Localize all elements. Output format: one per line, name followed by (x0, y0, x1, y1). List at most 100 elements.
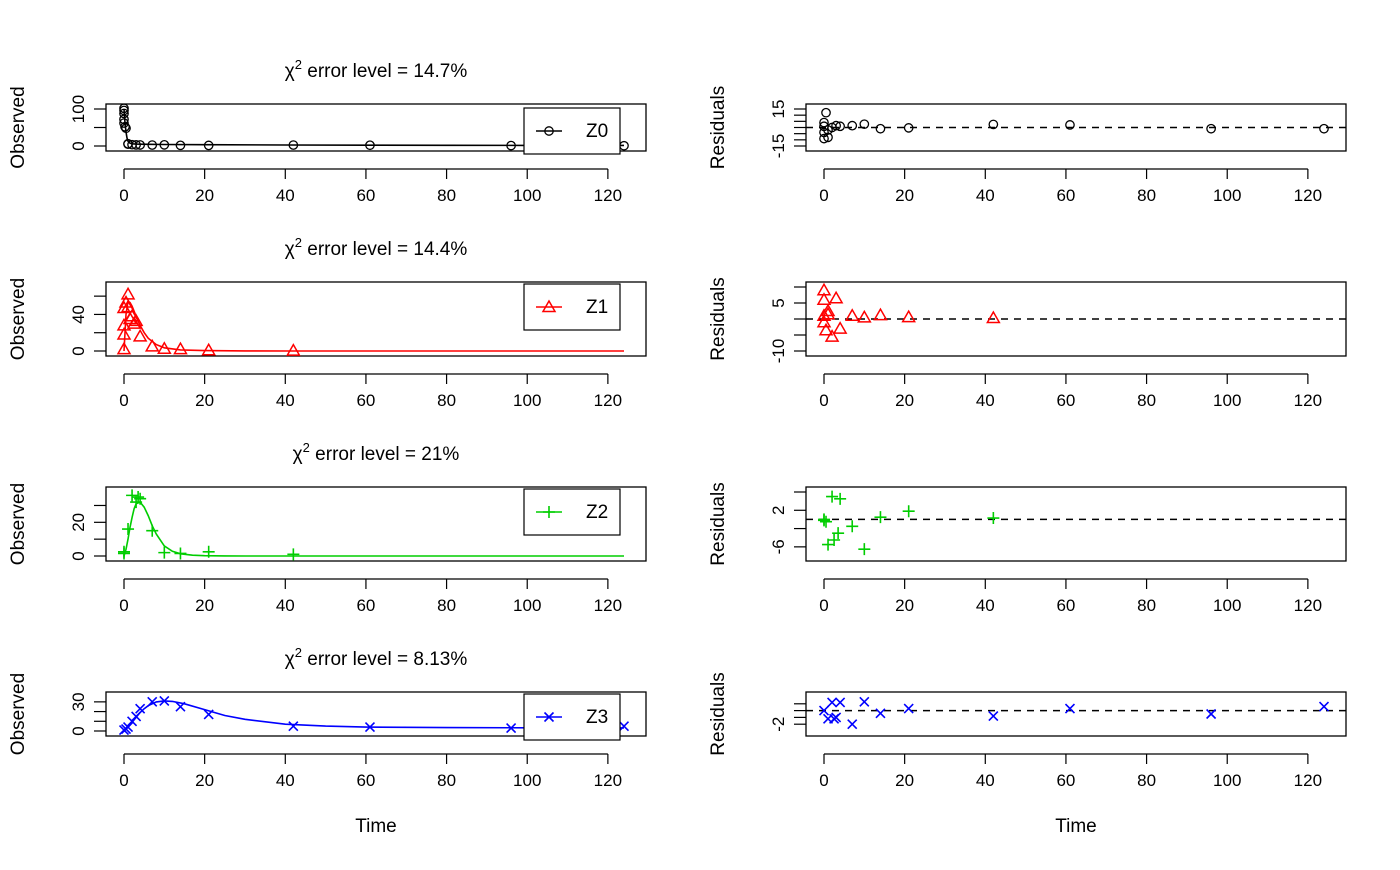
x-tick-label: 0 (819, 186, 828, 205)
data-point-10 (131, 140, 141, 150)
x-tick-label: 100 (513, 391, 541, 410)
data-point-legend (541, 299, 557, 313)
data-point-8 (828, 290, 844, 304)
plot-area (118, 695, 630, 736)
data-point-2 (122, 523, 135, 536)
data-point-7 (859, 696, 870, 707)
x-tick-label: 40 (276, 186, 295, 205)
x-tick-label: 100 (513, 596, 541, 615)
y-tick-label: 0 (69, 346, 88, 355)
x-tick-label: 0 (819, 391, 828, 410)
x-tick-label: 120 (1294, 596, 1322, 615)
data-point-4 (131, 711, 142, 722)
data-point-5 (120, 121, 130, 132)
data-point-2 (116, 317, 132, 331)
x-tick-label: 100 (1213, 391, 1241, 410)
y-axis-label: Residuals (708, 482, 729, 565)
data-point-12 (1206, 708, 1217, 720)
data-point-12 (987, 512, 1000, 525)
plot-area (806, 107, 1346, 144)
legend-label: Z2 (586, 502, 608, 523)
x-tick-label: 20 (895, 771, 914, 790)
data-point-17 (365, 140, 375, 151)
data-point-13 (618, 721, 630, 732)
data-point-legend (543, 711, 555, 723)
data-point-7 (159, 695, 170, 706)
chart-title: χ2 error level = 14.7% (285, 57, 468, 82)
observed-panel-0: χ2 error level = 14.7% 0 100 Observed 0 20 40 6… (8, 57, 647, 205)
x-axis-label: Time (355, 816, 397, 837)
x-tick-label: 120 (1294, 771, 1322, 790)
x-tick-label: 20 (895, 186, 914, 205)
data-point-2 (119, 108, 129, 119)
x-tick-label: 60 (356, 596, 375, 615)
legend: Z3 (523, 693, 621, 741)
plot-frame (105, 691, 647, 737)
chart-title: χ2 error level = 8.13% (285, 645, 468, 670)
data-point-9 (903, 703, 914, 714)
x-tick-label: 80 (437, 596, 456, 615)
data-point-10 (988, 710, 999, 722)
data-point-3 (119, 114, 129, 125)
legend-label: Z1 (586, 297, 608, 318)
data-point-5 (835, 697, 846, 708)
legend-label: Z0 (586, 121, 608, 142)
data-point-4 (119, 118, 129, 128)
x-tick-label: 60 (1056, 771, 1075, 790)
residuals-panel-3: -2 Residuals 0 20 40 60 80 100 120 Time (708, 672, 1347, 837)
chart-title: χ2 error level = 14.4% (285, 235, 468, 260)
data-point-10 (288, 721, 299, 732)
data-point-4 (821, 107, 831, 118)
data-point-12 (144, 338, 160, 352)
observed-panel-3: χ2 error level = 8.13% 0 30 Observed 0 20 40 60… (8, 645, 647, 837)
x-tick-label: 80 (1137, 391, 1156, 410)
x-tick-label: 60 (1056, 186, 1075, 205)
data-point-8 (846, 520, 859, 533)
x-tick-label: 20 (895, 596, 914, 615)
y-axis-label: Residuals (708, 86, 729, 169)
data-point-6 (832, 527, 845, 540)
data-point-1 (816, 292, 832, 306)
x-axis-label: Time (1055, 816, 1097, 837)
y-tick-label: 0 (69, 551, 88, 560)
x-tick-label: 120 (594, 391, 622, 410)
data-point-6 (121, 123, 131, 134)
y-tick-label: 20 (69, 513, 88, 532)
data-point-6 (147, 696, 158, 707)
observed-panel-2: χ2 error level = 21% 0 20 Observed 0 20 40 60 80… (8, 440, 647, 615)
x-tick-label: 100 (1213, 771, 1241, 790)
y-tick-label: 40 (69, 305, 88, 324)
x-tick-label: 0 (819, 596, 828, 615)
data-point-11 (135, 140, 145, 150)
data-point-12 (506, 723, 517, 734)
y-axis-label: Observed (8, 278, 29, 360)
observed-panel-1: χ2 error level = 14.4% 0 40 Observed 0 20 40 60… (8, 235, 647, 410)
data-point-7 (824, 329, 840, 342)
x-tick-label: 0 (119, 771, 128, 790)
x-tick-label: 100 (1213, 596, 1241, 615)
data-point-11 (859, 119, 870, 130)
data-point-15 (201, 342, 216, 356)
data-point-5 (828, 534, 841, 546)
y-tick-label: -2 (769, 717, 788, 732)
data-point-11 (132, 328, 148, 342)
plot-frame (805, 691, 1347, 737)
plot-frame (105, 281, 647, 357)
data-point-10 (128, 313, 144, 327)
x-tick-label: 20 (195, 771, 214, 790)
x-tick-label: 40 (276, 391, 295, 410)
data-point-legend (543, 506, 555, 518)
data-point-5 (823, 132, 833, 143)
data-point-12 (873, 307, 888, 321)
data-point-10 (844, 308, 860, 322)
data-point-5 (120, 286, 136, 300)
data-point-8 (175, 701, 186, 712)
x-tick-label: 60 (1056, 391, 1075, 410)
data-point-14 (988, 119, 999, 130)
data-point-14 (986, 310, 1001, 324)
data-point-6 (847, 719, 858, 730)
data-point-0 (818, 705, 830, 716)
data-point-9 (174, 547, 187, 560)
x-tick-label: 120 (1294, 391, 1322, 410)
x-tick-label: 40 (976, 771, 995, 790)
